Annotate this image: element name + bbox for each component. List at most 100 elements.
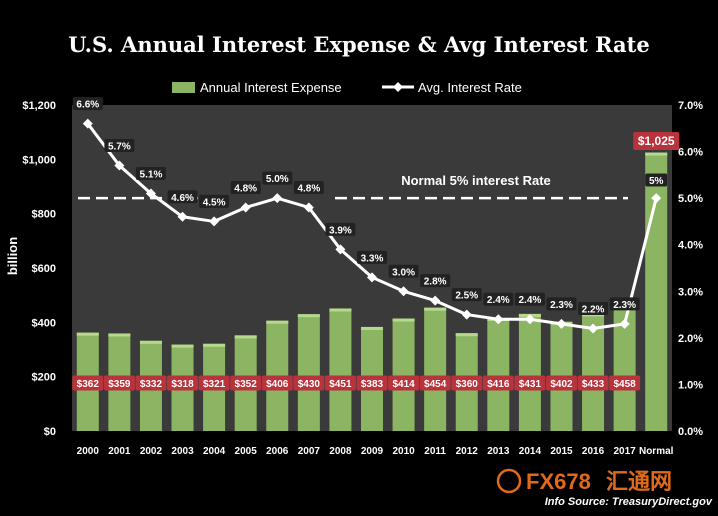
rate-marker — [114, 160, 125, 171]
bar-label-bg — [167, 375, 199, 391]
rate-value-label: 5.1% — [140, 169, 163, 180]
bar-top-highlight — [76, 332, 99, 336]
y-axis-left: $0 $200 $400 $600 $800 $1,000 $1,200 — [22, 100, 56, 438]
legend: Annual Interest Expense Avg. Interest Ra… — [172, 80, 522, 95]
bar-top-highlight — [455, 333, 478, 337]
x-tick-label: 2014 — [519, 446, 542, 457]
rate-marker — [461, 309, 472, 320]
bar-top-highlight — [234, 335, 257, 339]
rate-label-bg — [135, 166, 166, 180]
rate-value-label: 4.8% — [297, 183, 320, 194]
x-tick-label: 2008 — [329, 446, 352, 457]
y2-tick-label: 5.0% — [678, 193, 703, 205]
x-tick-label: 2007 — [298, 446, 321, 457]
x-tick-label: 2010 — [392, 446, 415, 457]
bar-value-label: $451 — [329, 379, 352, 390]
y-tick-label: $0 — [44, 426, 56, 438]
rate-value-label: 2.3% — [613, 300, 636, 311]
rate-label-bg — [451, 288, 482, 302]
y2-tick-label: 3.0% — [678, 286, 703, 298]
rate-marker — [588, 323, 599, 334]
rate-label-bg — [514, 292, 545, 306]
rate-label-bg — [609, 297, 640, 311]
bar — [582, 313, 605, 431]
bar-label-bg — [261, 375, 293, 391]
bar-top-highlight — [203, 343, 226, 347]
bar-value-label: $402 — [550, 379, 573, 390]
bar-label-bg — [419, 375, 451, 391]
bar — [297, 314, 320, 431]
x-tick-label: 2000 — [77, 446, 100, 457]
rate-value-label: 5.7% — [108, 142, 131, 153]
bar-value-label: $416 — [487, 379, 510, 390]
rate-label-bg — [293, 180, 324, 194]
x-tick-label: 2013 — [487, 446, 510, 457]
bar — [329, 308, 352, 431]
y-tick-label: $800 — [32, 209, 56, 221]
bar-value-label: $430 — [298, 379, 321, 390]
rate-label-bg — [230, 180, 261, 194]
bar — [518, 313, 541, 431]
rate-value-label: 5% — [649, 176, 664, 187]
watermark-text-cn: 汇通网 — [606, 469, 672, 494]
y-axis-title: billion — [5, 237, 20, 275]
bar-top-highlight — [266, 320, 289, 324]
rate-value-label: 2.8% — [424, 277, 447, 288]
x-tick-label: 2005 — [235, 446, 258, 457]
rate-marker — [367, 272, 377, 283]
rate-label-bg — [546, 297, 577, 311]
y2-tick-label: 0.0% — [678, 426, 703, 438]
y2-tick-label: 4.0% — [678, 240, 703, 252]
rate-value-label: 2.5% — [455, 291, 478, 302]
bar — [613, 306, 636, 431]
bar-value-label: $359 — [108, 379, 131, 390]
rate-value-label: 4.6% — [171, 193, 194, 204]
watermark-logo-icon — [496, 468, 522, 494]
y-tick-label: $1,000 — [22, 154, 56, 166]
bar-label-bg — [103, 375, 135, 391]
rate-marker — [303, 202, 314, 213]
legend-line-marker — [393, 82, 403, 92]
rate-value-label: 2.3% — [550, 300, 573, 311]
rate-marker — [430, 295, 441, 306]
bar-value-label: $433 — [582, 379, 605, 390]
bar-label-bg — [230, 375, 262, 391]
rate-marker — [82, 118, 93, 129]
rate-label-bg — [388, 264, 419, 278]
bar-top-highlight — [645, 152, 668, 156]
y2-tick-label: 6.0% — [678, 147, 703, 159]
bar-value-label: $362 — [77, 379, 100, 390]
bar-value-label: $318 — [171, 379, 194, 390]
bar-top-highlight — [329, 308, 352, 312]
x-tick-label: 2001 — [108, 446, 131, 457]
bar-value-label: $458 — [614, 379, 637, 390]
x-tick-label: 2015 — [550, 446, 573, 457]
rate-marker — [556, 318, 567, 329]
rate-label-bg — [578, 302, 609, 316]
bar-value-label: $454 — [424, 379, 447, 390]
bar-label-bg — [293, 375, 325, 391]
bar-label-bg — [545, 375, 577, 391]
bar — [487, 317, 510, 431]
x-tick-label: 2011 — [424, 446, 446, 457]
bar-top-highlight — [108, 333, 131, 337]
x-tick-label: 2002 — [140, 446, 163, 457]
x-tick-label: 2016 — [582, 446, 605, 457]
rate-marker — [145, 188, 156, 199]
rate-label-bg — [420, 274, 451, 288]
bar-top-highlight — [392, 318, 415, 322]
y-tick-label: $200 — [32, 372, 56, 384]
rate-value-label: 4.5% — [203, 197, 226, 208]
rate-value-label: 5.0% — [266, 174, 289, 185]
chart-title: U.S. Annual Interest Expense & Avg Inter… — [68, 32, 649, 57]
rate-marker — [398, 286, 409, 297]
bar-label-bg — [135, 375, 167, 391]
bar-value-label: $406 — [266, 379, 289, 390]
bar-value-label: $332 — [140, 379, 163, 390]
y-tick-label: $400 — [32, 317, 56, 329]
bar-value-label: $321 — [203, 379, 226, 390]
bar-label-bg — [72, 375, 104, 391]
reference-line: Normal 5% interest Rate — [78, 173, 628, 200]
bar-top-highlight — [171, 344, 194, 348]
